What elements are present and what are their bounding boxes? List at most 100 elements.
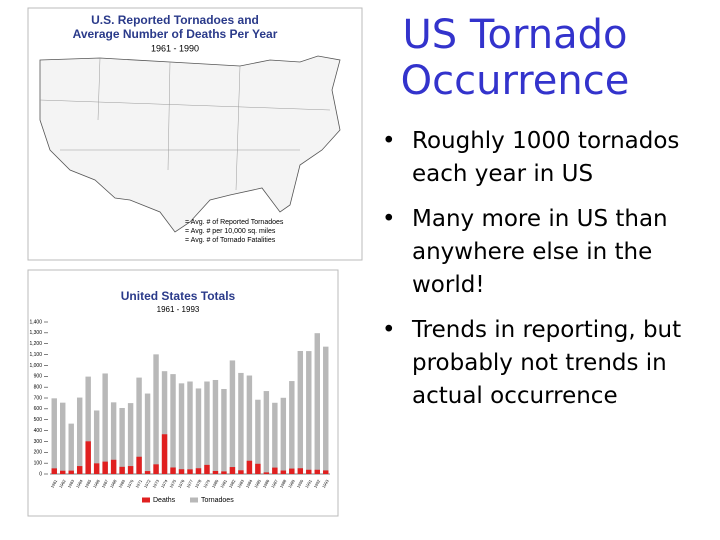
bar <box>280 397 287 474</box>
bar <box>102 373 108 474</box>
bar <box>263 472 270 474</box>
x-tick-label: 1986 <box>262 478 271 489</box>
map-legend: = Avg. # of Reported Tornadoes <box>185 219 284 226</box>
bar <box>144 393 151 474</box>
y-tick-label: 0 <box>39 471 42 477</box>
chart-title: United States Totals <box>121 289 236 303</box>
y-tick-label: 100 <box>34 460 43 466</box>
y-tick-label: 300 <box>34 439 43 445</box>
y-tick-label: 400 <box>34 428 43 434</box>
bar <box>263 391 270 474</box>
bar <box>246 375 253 474</box>
x-tick-label: 1972 <box>143 478 152 489</box>
bar <box>195 468 202 474</box>
bar <box>102 461 108 474</box>
bar <box>170 467 176 474</box>
x-tick-label: 1971 <box>134 478 143 489</box>
y-tick-label: 800 <box>34 384 43 390</box>
bar <box>289 468 295 474</box>
bar <box>306 469 312 474</box>
x-tick-label: 1967 <box>100 478 109 489</box>
bar <box>195 388 202 474</box>
bar <box>255 399 261 474</box>
bar <box>60 470 66 474</box>
x-tick-label: 1979 <box>202 478 211 489</box>
bar <box>110 402 117 474</box>
y-tick-label: 600 <box>34 406 43 412</box>
x-tick-label: 1964 <box>75 478 84 489</box>
bar <box>314 333 320 474</box>
x-tick-label: 1961 <box>49 478 58 489</box>
bar <box>297 350 304 474</box>
bar <box>68 470 74 474</box>
bar <box>136 377 142 474</box>
bar <box>297 468 304 474</box>
x-tick-label: 1970 <box>126 478 135 489</box>
bullet: Many more in US than anywhere else in th… <box>372 203 692 302</box>
x-tick-label: 1987 <box>270 478 279 489</box>
x-tick-label: 1975 <box>168 478 177 489</box>
bar <box>280 470 287 474</box>
bar <box>85 376 91 474</box>
bar <box>136 456 142 474</box>
map-title: U.S. Reported Tornadoes and <box>91 13 259 27</box>
bar <box>246 460 253 474</box>
bar <box>51 398 57 474</box>
x-tick-label: 1962 <box>58 478 67 489</box>
bar <box>187 381 193 474</box>
bar <box>161 434 168 474</box>
bar <box>314 469 320 474</box>
bar <box>127 403 134 474</box>
x-tick-label: 1983 <box>236 478 245 489</box>
bar <box>212 470 219 474</box>
bar <box>153 354 159 474</box>
legend-label: Deaths <box>153 497 176 504</box>
bar <box>272 402 278 474</box>
map-title: Average Number of Deaths Per Year <box>73 27 278 41</box>
bar <box>272 467 278 474</box>
bar <box>76 397 83 474</box>
x-tick-label: 1965 <box>83 478 92 489</box>
legend-swatch <box>190 497 198 503</box>
x-tick-label: 1990 <box>296 478 305 489</box>
bar <box>85 441 91 474</box>
x-tick-label: 1977 <box>185 478 194 489</box>
bar <box>204 381 210 474</box>
chart-subtitle: 1961 - 1993 <box>157 305 200 314</box>
x-tick-label: 1989 <box>287 478 296 489</box>
bar <box>76 466 83 474</box>
bar <box>323 346 329 474</box>
x-tick-label: 1976 <box>177 478 186 489</box>
legend-swatch <box>142 497 150 503</box>
y-tick-label: 1,000 <box>29 363 42 369</box>
state-lines <box>39 57 331 191</box>
x-tick-label: 1984 <box>245 478 254 489</box>
map-legend: = Avg. # per 10,000 sq. miles <box>185 228 276 235</box>
bar <box>68 423 74 474</box>
bar <box>178 383 185 474</box>
x-tick-label: 1978 <box>194 478 203 489</box>
bar <box>119 407 125 474</box>
x-tick-label: 1968 <box>109 478 118 489</box>
x-tick-label: 1985 <box>253 478 262 489</box>
bar <box>93 463 100 474</box>
legend-label: Tornadoes <box>201 497 234 504</box>
bullet-list: Roughly 1000 tornados each year in US Ma… <box>372 125 692 425</box>
x-tick-label: 1982 <box>228 478 237 489</box>
x-tick-label: 1992 <box>313 478 322 489</box>
bar <box>93 410 100 474</box>
figures: U.S. Reported Tornadoes and Average Numb… <box>27 7 363 517</box>
bar <box>60 402 66 474</box>
x-tick-label: 1969 <box>117 478 126 489</box>
us-map-outline <box>39 55 341 233</box>
bar <box>306 351 312 474</box>
x-tick-label: 1981 <box>219 478 228 489</box>
y-tick-label: 200 <box>34 450 43 456</box>
bullet: Roughly 1000 tornados each year in US <box>372 125 692 191</box>
bar <box>238 372 244 474</box>
bar <box>119 466 125 474</box>
bar <box>161 371 168 474</box>
x-tick-label: 1963 <box>66 478 75 489</box>
